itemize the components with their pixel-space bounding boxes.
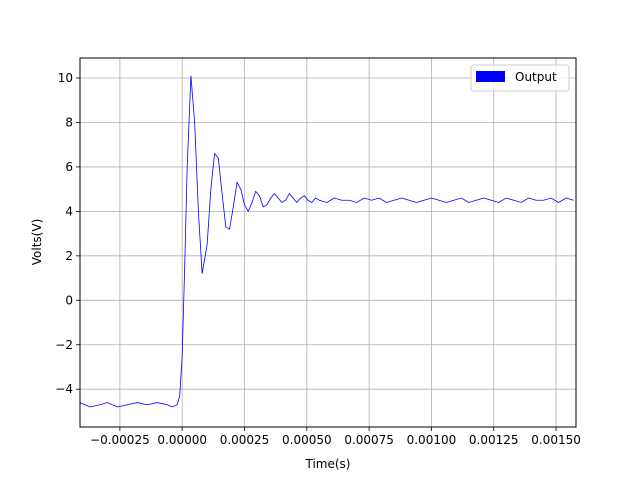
- x-tick-label: 0.00100: [407, 433, 457, 447]
- legend-label-output: Output: [515, 70, 557, 84]
- series-line-output: [80, 75, 574, 408]
- x-tick-label: 0.00050: [282, 433, 332, 447]
- y-axis: −4 −2 0 2 4 6 8 10: [55, 71, 80, 396]
- y-tick-label: 6: [65, 160, 73, 174]
- x-tick-label: 0.00000: [157, 433, 207, 447]
- y-tick-label: 10: [58, 71, 73, 85]
- y-tick-label: 2: [65, 249, 73, 263]
- y-axis-label: Volts(V): [30, 219, 44, 265]
- axes-frame: [79, 57, 577, 428]
- legend-swatch-output: [476, 71, 505, 82]
- x-tick-label: 0.00025: [220, 433, 270, 447]
- x-axis-label: Time(s): [305, 457, 351, 471]
- y-tick-label: 0: [65, 293, 73, 307]
- x-tick-label: 0.00075: [344, 433, 394, 447]
- x-tick-label: 0.00150: [531, 433, 581, 447]
- x-tick-label: −0.00025: [90, 433, 150, 447]
- x-axis: −0.00025 0.00000 0.00025 0.00050 0.00075 0.00…: [90, 427, 581, 447]
- x-tick-label: 0.00125: [469, 433, 519, 447]
- y-tick-label: 8: [65, 115, 73, 129]
- legend: Output: [470, 64, 570, 92]
- grid: [80, 58, 576, 427]
- y-tick-label: 4: [65, 204, 73, 218]
- plot-area: [80, 75, 574, 408]
- y-tick-label: −2: [55, 338, 73, 352]
- y-tick-label: −4: [55, 382, 73, 396]
